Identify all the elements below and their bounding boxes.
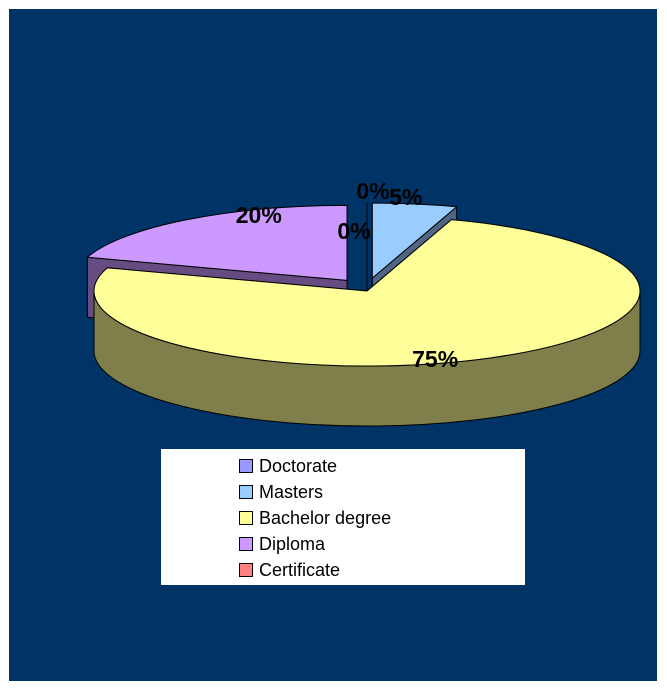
data-label-diploma: 20% (236, 202, 282, 228)
pie-slice-masters (371, 202, 458, 280)
data-label-doctorate: 0% (356, 178, 389, 204)
legend-swatch-doctorate (239, 459, 253, 473)
legend-swatch-bachelor-degree (239, 511, 253, 525)
legend-label-bachelor-degree: Bachelor degree (259, 507, 392, 528)
legend-label-certificate: Certificate (259, 559, 341, 580)
legend-swatch-certificate (239, 563, 253, 577)
legend-label-masters: Masters (259, 481, 324, 502)
data-label-certificate: 0% (337, 218, 370, 244)
chart-legend: Doctorate Masters Bachelor degree Diplom… (161, 449, 525, 585)
legend-label-doctorate: Doctorate (259, 455, 338, 476)
data-label-bachelor-degree: 75% (412, 346, 458, 372)
legend-label-diploma: Diploma (259, 533, 326, 554)
legend-item-certificate: Certificate (239, 557, 525, 583)
legend-item-diploma: Diploma (239, 531, 525, 557)
pie-slice-bachelor-degree (93, 219, 641, 367)
legend-item-masters: Masters (239, 479, 525, 505)
legend-item-bachelor-degree: Bachelor degree (239, 505, 525, 531)
legend-swatch-masters (239, 485, 253, 499)
legend-swatch-diploma (239, 537, 253, 551)
pie-slice-diploma (86, 204, 348, 281)
data-label-masters: 5% (389, 184, 422, 210)
legend-item-doctorate: Doctorate (239, 453, 525, 479)
